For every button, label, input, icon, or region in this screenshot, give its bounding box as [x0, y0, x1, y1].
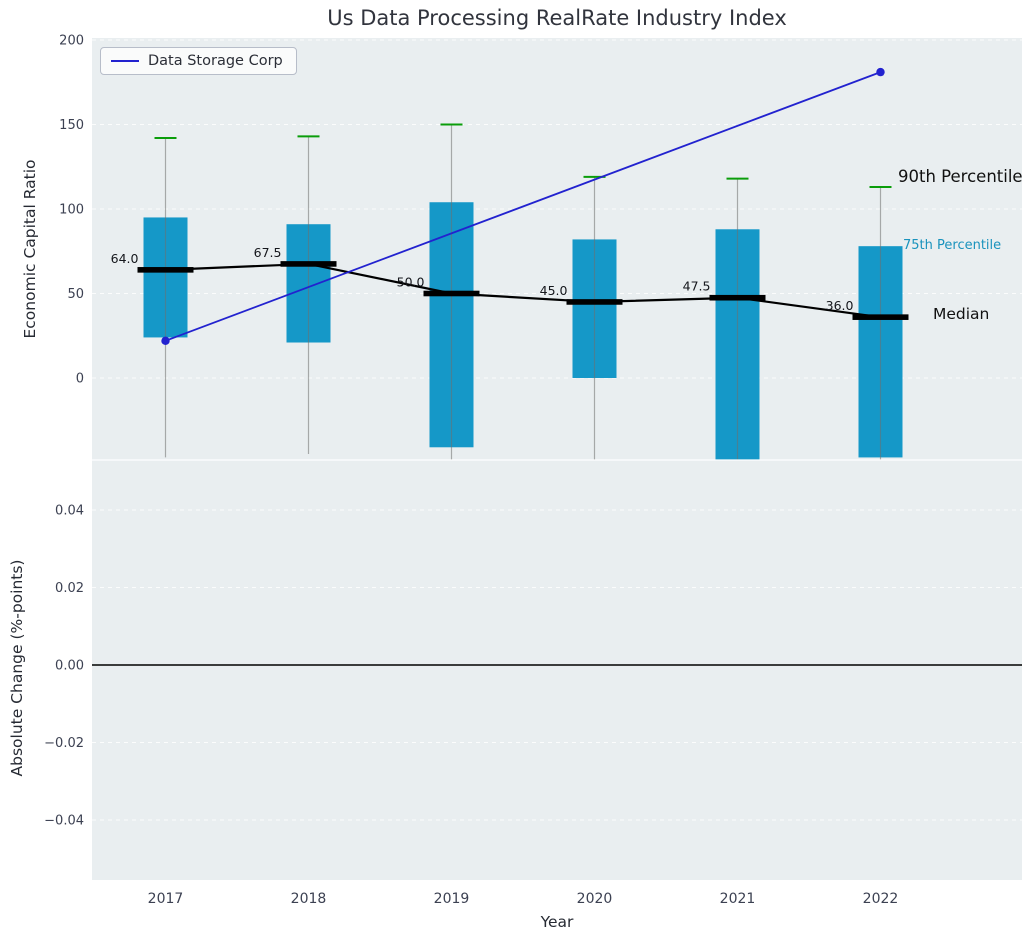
x-tick-label: 2022	[863, 891, 899, 907]
chart-title: Us Data Processing RealRate Industry Ind…	[327, 6, 787, 30]
y-tick-label-top: 0	[76, 372, 84, 387]
y-tick-label-bottom: 0.04	[55, 504, 84, 519]
bottom-y-axis-label: Absolute Change (%-points)	[8, 559, 26, 777]
median-dash	[709, 294, 766, 301]
y-tick-label-top: 200	[59, 34, 84, 49]
median-dash	[423, 290, 480, 297]
y-tick-label-bottom: −0.02	[44, 736, 84, 751]
company-trend-line	[165, 71, 881, 342]
annotation-75th-percentile: 75th Percentile	[903, 237, 1002, 253]
legend-line-sample	[111, 60, 139, 62]
median-dash	[566, 299, 623, 305]
top-y-axis-label: Economic Capital Ratio	[21, 159, 39, 339]
median-value-label: 50.0	[397, 275, 425, 290]
median-dash	[852, 314, 909, 320]
median-value-label: 47.5	[683, 279, 711, 294]
median-value-label: 67.5	[254, 245, 282, 260]
x-axis-label: Year	[540, 913, 574, 931]
annotation-90th-percentile: 90th Percentile	[898, 166, 1023, 186]
annotation-median: Median	[933, 305, 990, 324]
median-dash	[137, 267, 194, 273]
legend: Data Storage Corp	[100, 47, 297, 75]
y-tick-label-top: 150	[59, 118, 84, 133]
x-tick-label: 2018	[291, 891, 327, 907]
legend-label: Data Storage Corp	[148, 53, 283, 69]
y-tick-label-bottom: −0.04	[44, 814, 84, 829]
median-dash	[280, 261, 337, 267]
median-value-label: 45.0	[540, 283, 568, 298]
median-value-label: 64.0	[111, 251, 139, 266]
x-tick-label: 2020	[577, 891, 613, 907]
y-tick-label-bottom: 0.00	[55, 659, 84, 674]
y-tick-label-top: 100	[59, 203, 84, 218]
x-tick-label: 2021	[720, 891, 756, 907]
bottom-panel-bg	[92, 460, 1022, 880]
x-tick-label: 2017	[148, 891, 184, 907]
company-point-marker	[161, 336, 170, 346]
median-value-label: 36.0	[826, 298, 854, 313]
x-tick-label: 2019	[434, 891, 470, 907]
company-point-marker	[876, 67, 885, 77]
y-tick-label-bottom: 0.02	[55, 581, 84, 596]
y-tick-label-top: 50	[67, 287, 84, 302]
